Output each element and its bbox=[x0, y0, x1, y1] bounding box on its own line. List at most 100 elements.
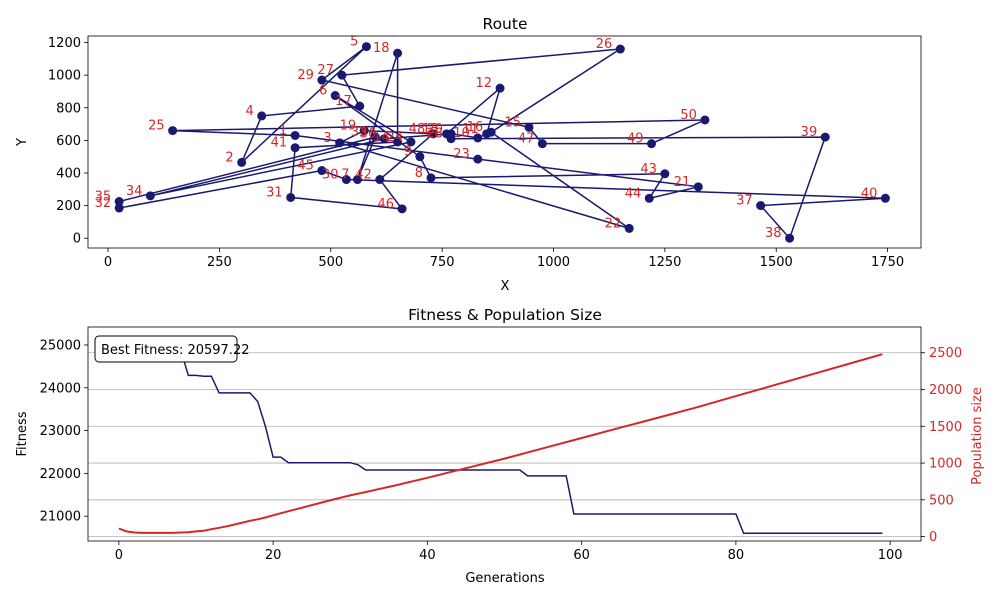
city-point-17 bbox=[355, 101, 365, 111]
population-y-tick-label: 0 bbox=[929, 530, 937, 545]
city-point-45 bbox=[317, 166, 327, 176]
fitness-y-tick-label: 25000 bbox=[40, 338, 81, 353]
fitness-y-ticks: 21000 22000 23000 24000 25000 bbox=[40, 338, 88, 525]
city-label-8: 8 bbox=[415, 166, 423, 181]
city-label-17: 17 bbox=[335, 94, 352, 109]
city-label-33: 33 bbox=[351, 125, 368, 140]
route-x-axis-title: X bbox=[501, 279, 510, 294]
fitness-plot-frame bbox=[87, 326, 922, 542]
annotation-box bbox=[94, 335, 238, 363]
city-label-22: 22 bbox=[605, 216, 622, 231]
route-path bbox=[118, 46, 886, 240]
route-x-tick-label: 1750 bbox=[871, 255, 904, 270]
city-label-45: 45 bbox=[297, 159, 314, 174]
city-point-19 bbox=[359, 126, 369, 136]
route-x-tick-label: 1250 bbox=[648, 255, 681, 270]
city-point-28 bbox=[446, 134, 456, 144]
city-label-13: 13 bbox=[422, 122, 439, 137]
city-point-6 bbox=[330, 91, 340, 101]
fitness-line bbox=[179, 349, 883, 535]
city-point-38 bbox=[785, 233, 795, 243]
city-point-10 bbox=[473, 133, 483, 143]
city-point-34 bbox=[145, 191, 155, 201]
population-size-line bbox=[118, 353, 883, 534]
population-y-ticks: 0 500 1000 1500 2000 2500 bbox=[921, 346, 962, 545]
city-label-26: 26 bbox=[596, 37, 613, 52]
city-label-40: 40 bbox=[861, 186, 878, 201]
city-point-42 bbox=[375, 175, 385, 185]
city-label-14: 14 bbox=[373, 130, 390, 145]
city-label-46: 46 bbox=[377, 197, 394, 212]
city-label-42: 42 bbox=[355, 168, 372, 183]
city-label-25: 25 bbox=[148, 119, 165, 134]
route-y-axis-title: Y bbox=[15, 138, 30, 147]
city-label-21: 21 bbox=[674, 175, 691, 190]
city-point-43 bbox=[660, 169, 670, 179]
city-label-4: 4 bbox=[245, 104, 253, 119]
city-point-21 bbox=[693, 182, 703, 192]
city-point-7 bbox=[353, 175, 362, 185]
city-point-27 bbox=[337, 70, 347, 80]
route-y-ticks: 0 200 400 600 800 1000 1200 bbox=[48, 36, 88, 247]
city-label-10: 10 bbox=[453, 126, 470, 141]
city-point-8 bbox=[426, 173, 436, 183]
city-point-12 bbox=[495, 83, 505, 93]
city-point-2 bbox=[237, 157, 247, 167]
route-y-tick-label: 1000 bbox=[48, 69, 81, 84]
city-point-46 bbox=[397, 204, 407, 214]
city-point-40 bbox=[880, 193, 890, 203]
route-chart-title: Route bbox=[483, 15, 528, 33]
city-label-24: 24 bbox=[386, 130, 403, 145]
population-y-tick-label: 2000 bbox=[929, 383, 962, 398]
fitness-lines-group bbox=[118, 349, 883, 535]
city-label-1: 1 bbox=[279, 123, 287, 138]
route-x-ticks: 0 250 500 750 1000 1250 1500 1750 bbox=[104, 248, 904, 270]
route-path-group bbox=[118, 46, 886, 240]
best-fitness-annotation: Best Fitness: 20597.22 bbox=[94, 335, 249, 363]
city-point-23 bbox=[473, 154, 483, 164]
city-point-37 bbox=[756, 201, 766, 211]
city-label-35: 35 bbox=[95, 190, 112, 205]
fitness-y-tick-label: 21000 bbox=[40, 510, 81, 525]
city-label-12: 12 bbox=[475, 76, 492, 91]
city-point-4 bbox=[257, 111, 267, 121]
fitness-x-tick-label: 20 bbox=[265, 548, 282, 563]
city-point-48 bbox=[428, 129, 438, 139]
city-point-29 bbox=[317, 75, 327, 85]
city-label-47: 47 bbox=[518, 132, 535, 147]
city-point-26 bbox=[615, 44, 625, 54]
city-label-36: 36 bbox=[360, 127, 377, 142]
route-y-tick-label: 200 bbox=[56, 199, 81, 214]
city-label-30: 30 bbox=[322, 168, 339, 183]
city-label-2: 2 bbox=[225, 150, 233, 165]
city-point-25 bbox=[168, 126, 178, 136]
route-y-tick-label: 600 bbox=[56, 134, 81, 149]
city-label-3: 3 bbox=[323, 131, 331, 146]
city-point-36 bbox=[379, 134, 389, 144]
city-label-31: 31 bbox=[266, 185, 283, 200]
city-point-39 bbox=[820, 132, 830, 142]
city-label-9: 9 bbox=[404, 145, 412, 160]
city-label-34: 34 bbox=[126, 184, 143, 199]
annotation-text: Best Fitness: 20597.22 bbox=[101, 343, 249, 358]
population-y-tick-label: 2500 bbox=[929, 346, 962, 361]
city-label-50: 50 bbox=[680, 108, 697, 123]
fitness-chart: Fitness & Population Size 0 20 40 60 80 100 2… bbox=[15, 306, 985, 586]
city-label-44: 44 bbox=[625, 186, 642, 201]
route-x-tick-label: 500 bbox=[318, 255, 343, 270]
fitness-x-axis-title: Generations bbox=[465, 571, 545, 586]
route-y-tick-label: 0 bbox=[73, 232, 81, 247]
route-x-tick-label: 1000 bbox=[537, 255, 570, 270]
city-point-1 bbox=[290, 130, 300, 140]
fitness-y-tick-label: 24000 bbox=[40, 381, 81, 396]
fitness-x-tick-label: 40 bbox=[419, 548, 436, 563]
city-point-14 bbox=[393, 137, 403, 147]
city-label-37: 37 bbox=[736, 194, 753, 209]
city-label-43: 43 bbox=[640, 162, 657, 177]
city-label-11: 11 bbox=[462, 122, 479, 137]
city-label-49: 49 bbox=[627, 132, 644, 147]
city-label-27: 27 bbox=[317, 63, 334, 78]
city-point-31 bbox=[286, 192, 296, 202]
